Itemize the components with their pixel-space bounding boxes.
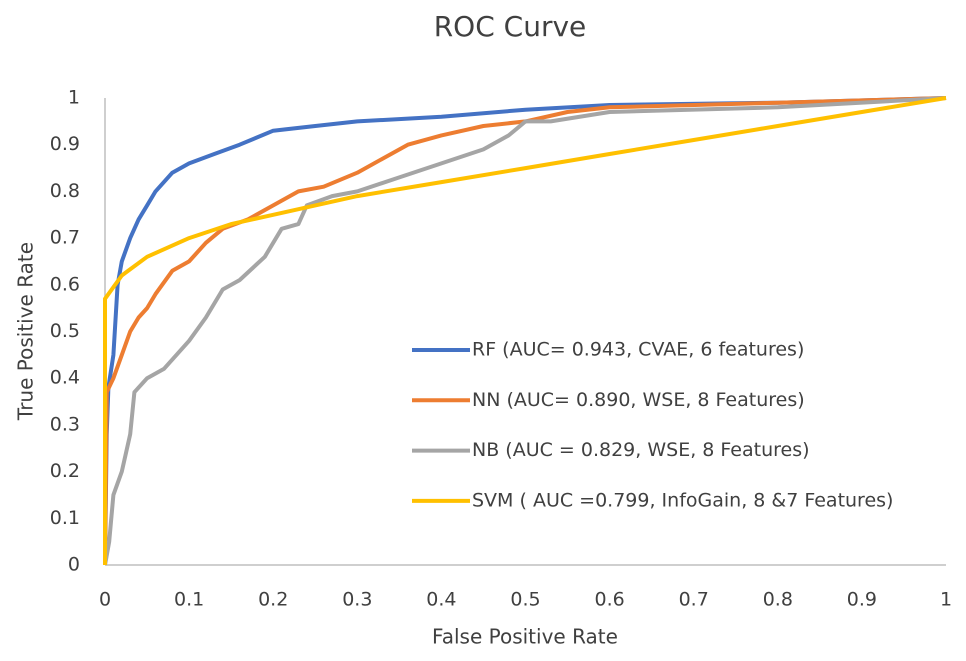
- x-tick-label: 0.6: [594, 589, 624, 611]
- y-tick-label: 0: [68, 554, 80, 576]
- y-tick-label: 0.7: [50, 227, 80, 249]
- x-tick-label: 0.4: [426, 589, 456, 611]
- y-tick-label: 0.2: [50, 460, 80, 482]
- x-tick-label: 0.3: [342, 589, 372, 611]
- y-tick-label: 0.1: [50, 507, 80, 529]
- roc-curve: [103, 96, 947, 566]
- y-tick-label: 1: [68, 87, 80, 109]
- roc-curve: [103, 96, 947, 566]
- roc-curve: [103, 96, 947, 566]
- chart-title: ROC Curve: [434, 10, 587, 43]
- x-tick-label: 0.2: [258, 589, 288, 611]
- legend-label: RF (AUC= 0.943, CVAE, 6 features): [472, 339, 804, 361]
- legend-label: NN (AUC= 0.890, WSE, 8 Features): [472, 389, 805, 411]
- y-tick-label: 0.9: [50, 133, 80, 155]
- y-axis-label: True Positive Rate: [14, 242, 38, 421]
- x-tick-label: 0.1: [174, 589, 204, 611]
- y-tick-label: 0.5: [50, 320, 80, 342]
- y-tick-label: 0.4: [50, 367, 80, 389]
- legend-label: SVM ( AUC =0.799, InfoGain, 8 &7 Feature…: [472, 489, 893, 511]
- x-tick-label: 0.7: [679, 589, 709, 611]
- x-tick-label: 0.9: [847, 589, 877, 611]
- x-axis-label: False Positive Rate: [432, 625, 618, 649]
- roc-curve: [103, 96, 947, 565]
- x-tick-label: 1: [940, 589, 952, 611]
- x-tick-label: 0: [99, 589, 111, 611]
- legend-label: NB (AUC = 0.829, WSE, 8 Features): [472, 439, 810, 461]
- x-tick-label: 0.8: [763, 589, 793, 611]
- y-tick-label: 0.8: [50, 180, 80, 202]
- x-tick-label: 0.5: [510, 589, 540, 611]
- y-tick-label: 0.6: [50, 273, 80, 295]
- y-tick-label: 0.3: [50, 413, 80, 435]
